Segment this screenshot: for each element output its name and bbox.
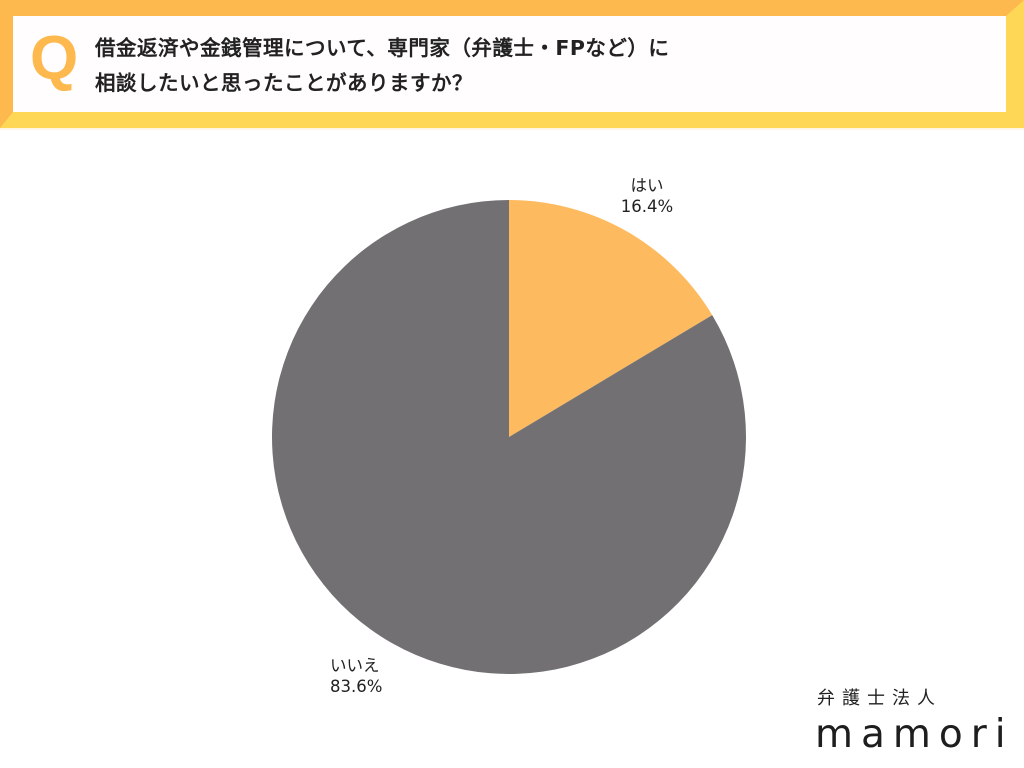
data-label-no-name: いいえ	[330, 656, 380, 675]
data-label-yes: はい 16.4%	[612, 175, 682, 217]
pie-slice-yes	[509, 200, 713, 437]
question-text: 借金返済や金銭管理について、専門家（弁護士・FPなど）に 相談したいと思ったこと…	[95, 31, 669, 101]
data-label-no: いいえ 83.6%	[330, 655, 410, 697]
pie-slice-no	[271, 200, 746, 674]
question-q-icon: Q	[30, 24, 79, 93]
data-label-no-value: 83.6%	[330, 677, 383, 696]
pie-chart: はい 16.4% いいえ 83.6%	[0, 130, 1024, 768]
question-banner: Q 借金返済や金銭管理について、専門家（弁護士・FPなど）に 相談したいと思った…	[0, 0, 1024, 130]
question-line-2: 相談したいと思ったことがありますか？	[95, 71, 473, 95]
data-label-yes-value: 16.4%	[620, 197, 674, 216]
logo-name: mamori	[815, 712, 1014, 757]
banner-inner-panel	[13, 16, 1006, 112]
data-label-yes-name: はい	[630, 176, 664, 195]
mamori-logo: 弁護士法人 mamori	[815, 688, 1014, 758]
question-line-1: 借金返済や金銭管理について、専門家（弁護士・FPなど）に	[95, 36, 670, 60]
logo-subtitle: 弁護士法人	[817, 688, 942, 709]
pie-chart-svg	[271, 200, 746, 674]
